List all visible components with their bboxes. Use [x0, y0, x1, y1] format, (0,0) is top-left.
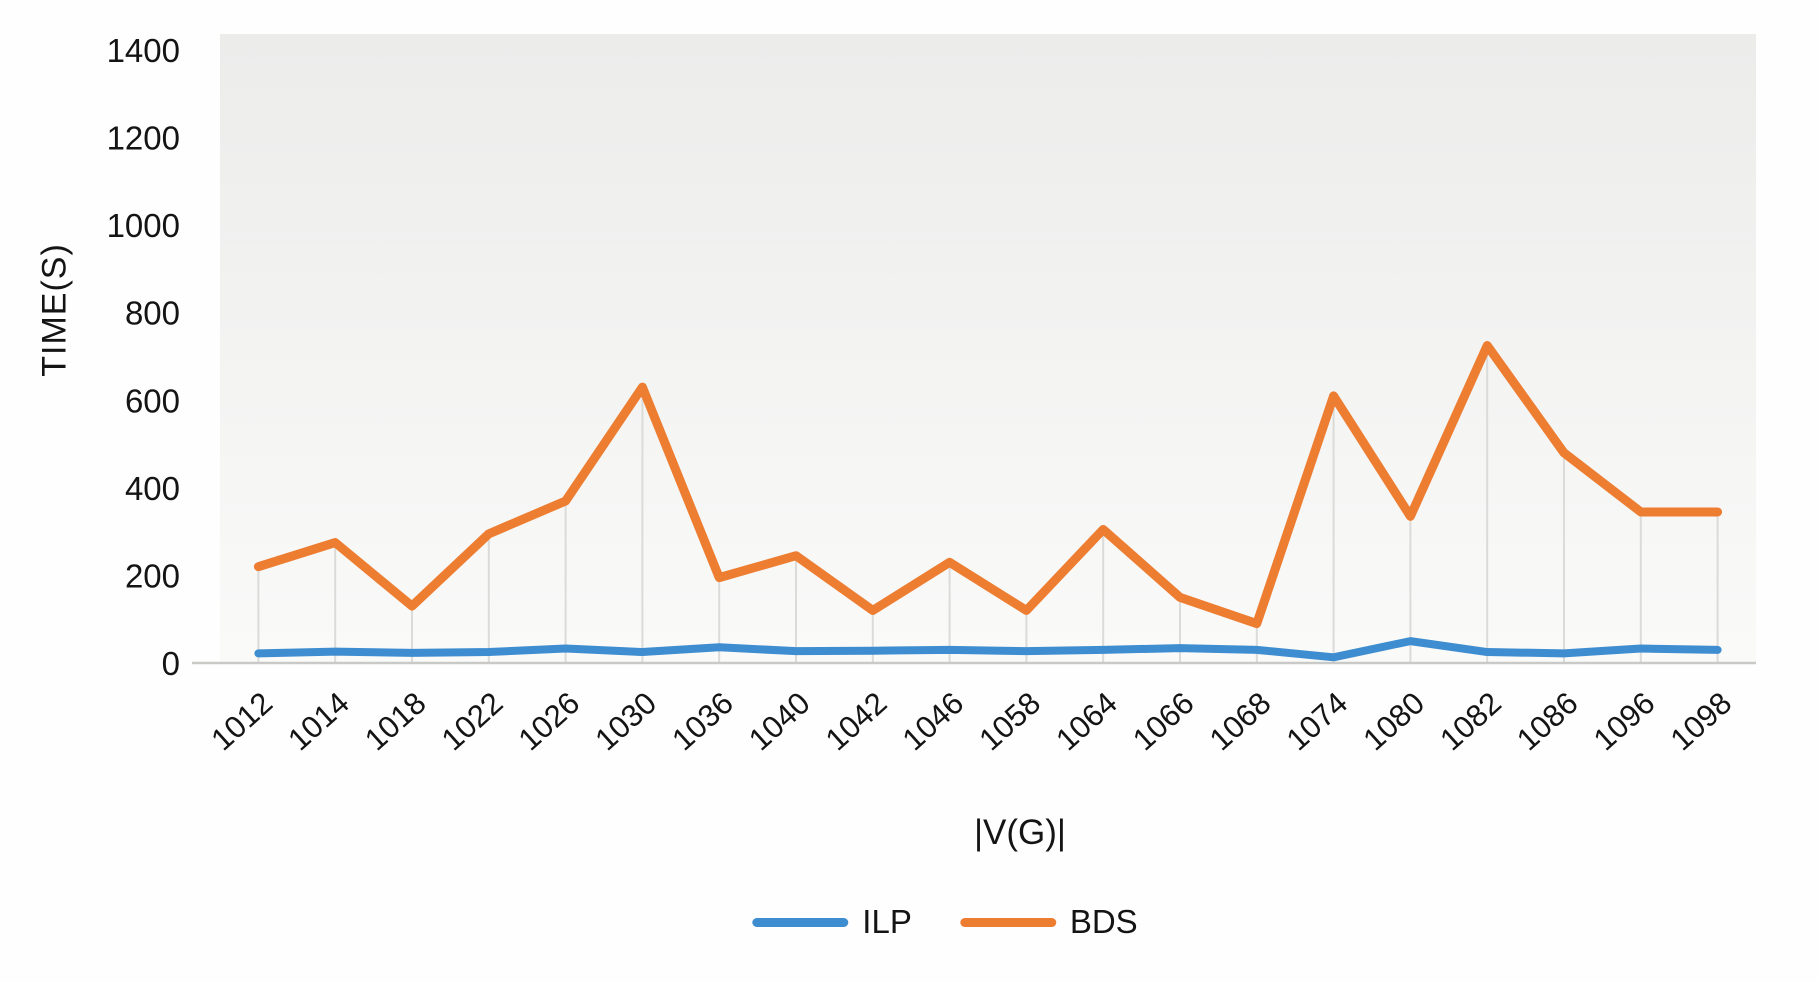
x-tick-label: 1026 [512, 685, 587, 757]
y-axis-title: TIME(S) [35, 243, 74, 377]
y-tick-label: 200 [125, 557, 180, 594]
x-tick-label: 1096 [1587, 685, 1662, 757]
x-tick-label: 1058 [972, 685, 1047, 757]
y-tick-label: 800 [125, 295, 180, 332]
chart-legend: ILP BDS [752, 903, 1138, 941]
legend-label-bds: BDS [1069, 903, 1138, 940]
x-tick-label: 1022 [435, 685, 510, 757]
series-line-ILP [254, 637, 1722, 662]
x-tick-label: 1098 [1664, 685, 1739, 757]
y-tick-label: 400 [125, 470, 180, 507]
plot-background [220, 34, 1756, 663]
y-tick-label: 1200 [107, 120, 180, 157]
y-tick-label: 600 [125, 382, 180, 419]
bds-line-swatch [959, 917, 1056, 927]
x-tick-label: 1082 [1433, 685, 1508, 757]
x-tick-label: 1040 [742, 685, 817, 757]
x-tick-label: 1086 [1510, 685, 1585, 757]
x-tick-label: 1030 [588, 685, 663, 757]
x-tick-label: 1068 [1203, 685, 1278, 757]
x-tick-label: 1064 [1049, 685, 1124, 757]
x-tick-label: 1080 [1356, 685, 1431, 757]
x-axis-title: |V(G)| [973, 813, 1067, 852]
y-tick-label: 1400 [107, 32, 180, 69]
y-tick-label: 1000 [107, 207, 180, 244]
series-line-BDS [253, 341, 1723, 629]
legend-item-ilp: ILP [752, 903, 912, 941]
x-tick-label: 1046 [896, 685, 971, 757]
x-tick-label: 1042 [819, 685, 894, 757]
x-tick-label: 1074 [1280, 685, 1355, 757]
x-tick-label: 1036 [665, 685, 740, 757]
x-tick-label: 1012 [204, 685, 279, 757]
x-tick-label: 1018 [358, 685, 433, 757]
y-tick-label: 0 [162, 645, 180, 682]
x-tick-label: 1014 [281, 685, 356, 757]
x-tick-label: 1066 [1126, 685, 1201, 757]
legend-label-ilp: ILP [862, 903, 912, 940]
legend-item-bds: BDS [959, 903, 1138, 941]
ilp-line-swatch [752, 917, 849, 927]
